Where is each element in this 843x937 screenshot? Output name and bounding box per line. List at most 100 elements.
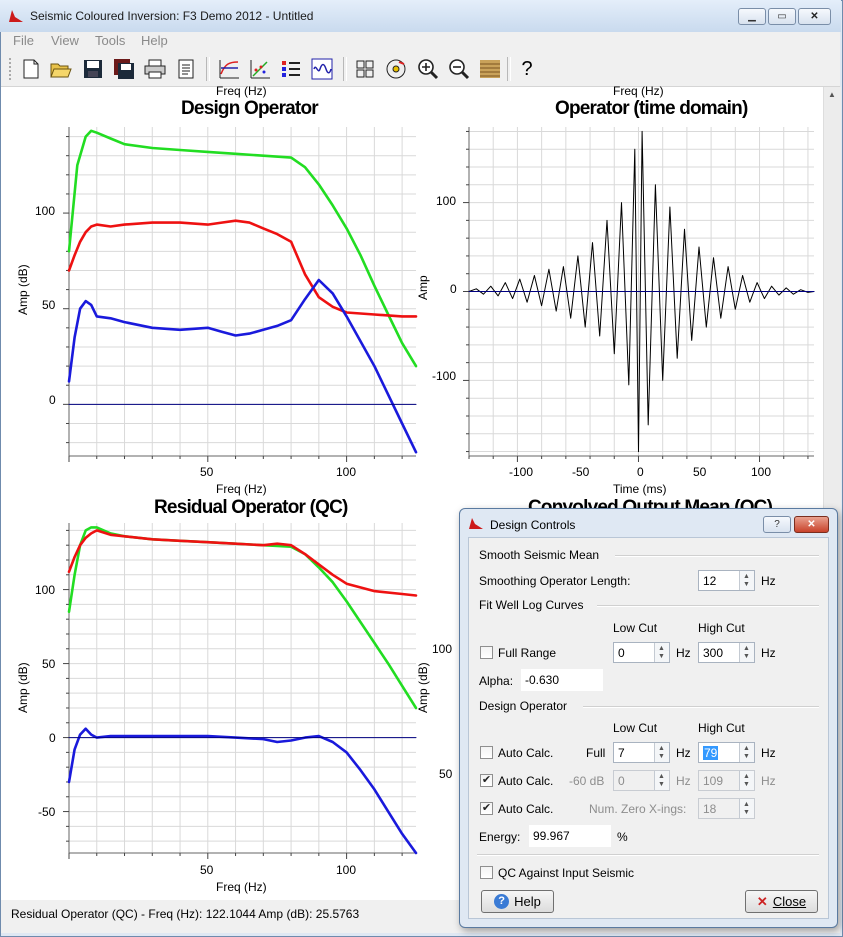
alpha-field[interactable]: -0.630	[521, 669, 603, 691]
dialog-title: Design Controls	[490, 518, 576, 532]
stepper-arrows[interactable]: ▲ ▼	[739, 771, 754, 790]
dialog-body: Smooth Seismic Mean Smoothing Operator L…	[468, 537, 829, 919]
operator-xtick: -50	[572, 465, 590, 479]
design-cut-label: Freq (Hz)	[216, 84, 267, 98]
minimize-button[interactable]: ▁	[738, 8, 766, 25]
seismic-icon[interactable]	[478, 57, 502, 81]
zero-crossings-stepper[interactable]: 18 ▲ ▼	[698, 798, 755, 819]
menu-view[interactable]: View	[51, 33, 79, 48]
smoothing-length-stepper[interactable]: 12 ▲ ▼	[698, 570, 755, 591]
full-range-checkbox[interactable]	[480, 646, 493, 659]
stepper-arrows[interactable]: ▲ ▼	[739, 643, 754, 662]
save-all-icon[interactable]	[112, 57, 136, 81]
zoom-in-icon[interactable]	[416, 57, 440, 81]
residual-ytick: 50	[42, 657, 56, 671]
hz-unit: Hz	[761, 774, 776, 788]
wavelet-icon[interactable]	[310, 57, 334, 81]
stepper-arrows[interactable]: ▲ ▼	[654, 743, 669, 762]
design-operator-header: Design Operator	[479, 699, 568, 713]
stepper-arrows[interactable]: ▲ ▼	[654, 643, 669, 662]
scroll-up-icon[interactable]: ▲	[828, 90, 836, 99]
design-low-cut-label: Low Cut	[613, 721, 658, 735]
auto-calc-full-checkbox[interactable]	[480, 746, 493, 759]
db-low-cut-stepper[interactable]: 0 ▲ ▼	[613, 770, 670, 791]
series-line-2	[67, 219, 418, 318]
design-controls-dialog: Design Controls ? ✕ Smooth Seismic Mean …	[459, 508, 838, 928]
convolved-ytick: 50	[439, 767, 453, 781]
operator-xlabel: Time (ms)	[613, 482, 667, 496]
full-low-cut-stepper[interactable]: 7 ▲ ▼	[613, 742, 670, 763]
operator-xtick: -100	[509, 465, 534, 479]
fit-high-cut-value: 300	[703, 646, 724, 660]
app-logo-icon	[9, 10, 23, 22]
operator-ytick: 100	[436, 194, 457, 208]
new-file-icon[interactable]	[19, 57, 43, 81]
design-high-cut-label: High Cut	[698, 721, 745, 735]
crossplot-icon[interactable]	[248, 57, 272, 81]
close-button[interactable]: ✕	[798, 8, 831, 25]
auto-calc-db-checkbox[interactable]: ✔	[480, 774, 493, 787]
report-icon[interactable]	[174, 57, 198, 81]
smooth-seismic-header: Smooth Seismic Mean	[479, 548, 600, 562]
section-divider	[477, 854, 819, 856]
residual-ytick: 100	[35, 583, 56, 597]
smoothing-length-label: Smoothing Operator Length:	[479, 574, 631, 588]
status-text: Residual Operator (QC) - Freq (Hz): 122.…	[11, 907, 360, 921]
dialog-close-title-button[interactable]: ✕	[794, 516, 829, 533]
series-line-1	[67, 526, 418, 710]
window-title: Seismic Coloured Inversion: F3 Demo 2012…	[30, 9, 314, 23]
question-icon: ?	[774, 519, 780, 530]
energy-field: 99.967	[529, 825, 611, 847]
menu-file[interactable]: File	[13, 33, 34, 48]
auto-calc-label: Auto Calc.	[498, 802, 554, 816]
qc-input-seismic-checkbox[interactable]	[480, 866, 493, 879]
energy-label: Energy:	[479, 830, 521, 844]
qc-input-seismic-label: QC Against Input Seismic	[498, 866, 635, 880]
spectrum-icon[interactable]	[217, 57, 241, 81]
menu-help[interactable]: Help	[141, 33, 168, 48]
full-range-label: Full Range	[498, 646, 557, 660]
residual-xtick: 50	[200, 863, 214, 877]
db-high-cut-stepper[interactable]: 109 ▲ ▼	[698, 770, 755, 791]
close-icon: ✕	[807, 519, 816, 530]
design-ytick: 0	[49, 393, 56, 407]
maximize-button[interactable]: ▭	[768, 8, 796, 25]
close-icon: ✕	[810, 11, 819, 22]
series-line-3	[67, 727, 418, 855]
help-button[interactable]: ? Help	[481, 890, 554, 913]
operator-xtick: 0	[637, 465, 644, 479]
full-low-cut-value: 7	[618, 746, 625, 760]
stepper-arrows[interactable]: ▲ ▼	[654, 771, 669, 790]
hz-unit: Hz	[761, 646, 776, 660]
close-button[interactable]: ✕ Close	[745, 890, 818, 913]
save-icon[interactable]	[81, 57, 105, 81]
percent-unit: %	[617, 830, 628, 844]
stepper-arrows[interactable]: ▲ ▼	[739, 743, 754, 762]
menu-tools[interactable]: Tools	[95, 33, 126, 48]
design-ytick: 100	[35, 204, 56, 218]
full-label: Full	[586, 746, 606, 760]
print-icon[interactable]	[143, 57, 167, 81]
hz-unit: Hz	[761, 574, 776, 588]
stepper-arrows[interactable]: ▲ ▼	[739, 799, 754, 818]
grid-icon[interactable]	[353, 57, 377, 81]
dialog-help-title-button[interactable]: ?	[763, 516, 791, 533]
help-icon[interactable]: ?	[521, 57, 533, 80]
fit-high-cut-label: High Cut	[698, 621, 745, 635]
fit-low-cut-stepper[interactable]: 0 ▲ ▼	[613, 642, 670, 663]
list-icon[interactable]	[279, 57, 303, 81]
zoom-out-icon[interactable]	[447, 57, 471, 81]
auto-calc-zero-checkbox[interactable]: ✔	[480, 802, 493, 815]
cd-icon[interactable]	[384, 57, 408, 81]
stepper-arrows[interactable]: ▲ ▼	[739, 571, 754, 590]
series-line-2	[67, 529, 418, 597]
db-label: -60 dB	[569, 774, 605, 788]
full-high-cut-stepper[interactable]: 79 ▲ ▼	[698, 742, 755, 763]
design-ylabel: Amp (dB)	[16, 264, 30, 315]
design-xtick: 100	[336, 465, 357, 479]
residual-xtick: 100	[336, 863, 357, 877]
smoothing-length-value: 12	[703, 574, 717, 588]
minimize-icon: ▁	[748, 11, 756, 22]
fit-high-cut-stepper[interactable]: 300 ▲ ▼	[698, 642, 755, 663]
open-folder-icon[interactable]	[49, 57, 73, 81]
